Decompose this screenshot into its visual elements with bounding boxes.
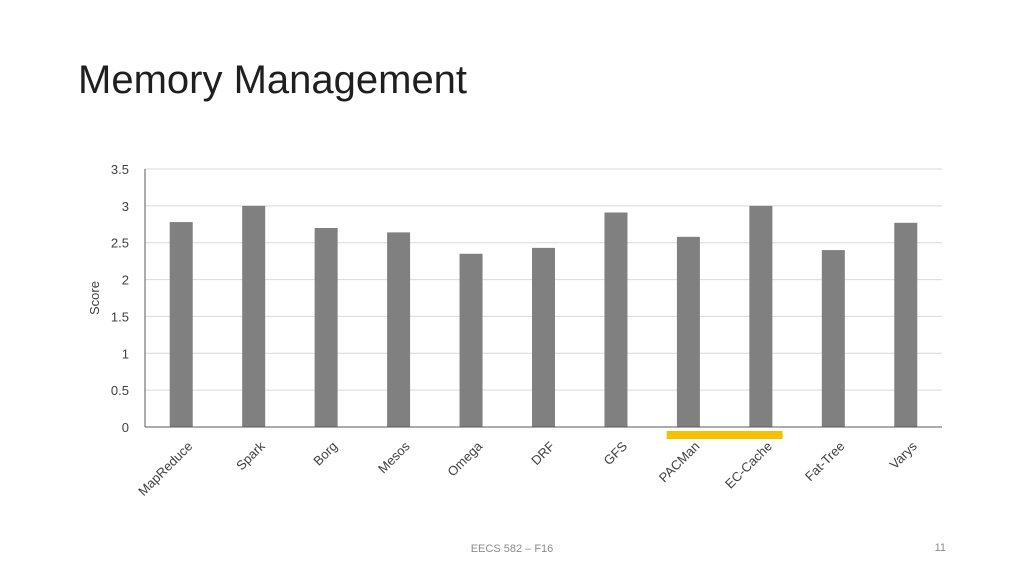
slide-title: Memory Management — [78, 58, 468, 102]
y-tick-label: 2.5 — [111, 236, 129, 251]
bar-gfs — [604, 212, 628, 427]
bar-pacman — [676, 236, 700, 427]
x-tick-label: PACMan — [656, 439, 703, 486]
y-tick-label: 1.5 — [111, 309, 129, 324]
bar-ec-cache — [749, 205, 773, 427]
bar-mapreduce — [169, 222, 193, 427]
x-tick-label: EC-Cache — [722, 439, 775, 492]
x-axis-labels: MapReduce Spark Borg Mesos Omega DRF GFS PACMan… — [135, 438, 920, 499]
bar-fat-tree — [821, 250, 845, 427]
y-tick-label: 0.5 — [111, 383, 129, 398]
bar-borg — [314, 227, 338, 427]
y-axis-ticks: 0 0.5 1 1.5 2 2.5 3 3.5 — [111, 162, 129, 435]
bar-omega — [459, 253, 483, 427]
x-tick-label: GFS — [601, 438, 631, 468]
x-tick-label: Omega — [444, 438, 485, 479]
bar-varys — [894, 222, 918, 427]
x-tick-label: Borg — [310, 439, 340, 469]
page-number: 11 — [934, 542, 946, 554]
x-tick-label: DRF — [528, 438, 558, 468]
x-tick-label: Varys — [886, 438, 920, 472]
x-tick-label: Spark — [233, 438, 268, 473]
chart-bars — [169, 205, 918, 427]
x-tick-label: Fat-Tree — [802, 439, 848, 485]
highlight-underline — [666, 431, 783, 439]
y-tick-label: 1 — [122, 346, 129, 361]
bar-drf — [532, 247, 555, 427]
bar-mesos — [387, 232, 411, 427]
y-tick-label: 2 — [122, 273, 129, 288]
x-tick-label: Mesos — [375, 438, 413, 476]
y-tick-label: 3.5 — [111, 162, 129, 177]
y-tick-label: 3 — [122, 199, 129, 214]
slide-footer: EECS 582 – F16 — [470, 543, 554, 555]
highlight-marker — [666, 431, 783, 439]
y-axis-label: Score — [87, 281, 102, 315]
x-tick-label: MapReduce — [135, 439, 195, 499]
bar-spark — [242, 205, 266, 427]
y-tick-label: 0 — [122, 420, 129, 435]
